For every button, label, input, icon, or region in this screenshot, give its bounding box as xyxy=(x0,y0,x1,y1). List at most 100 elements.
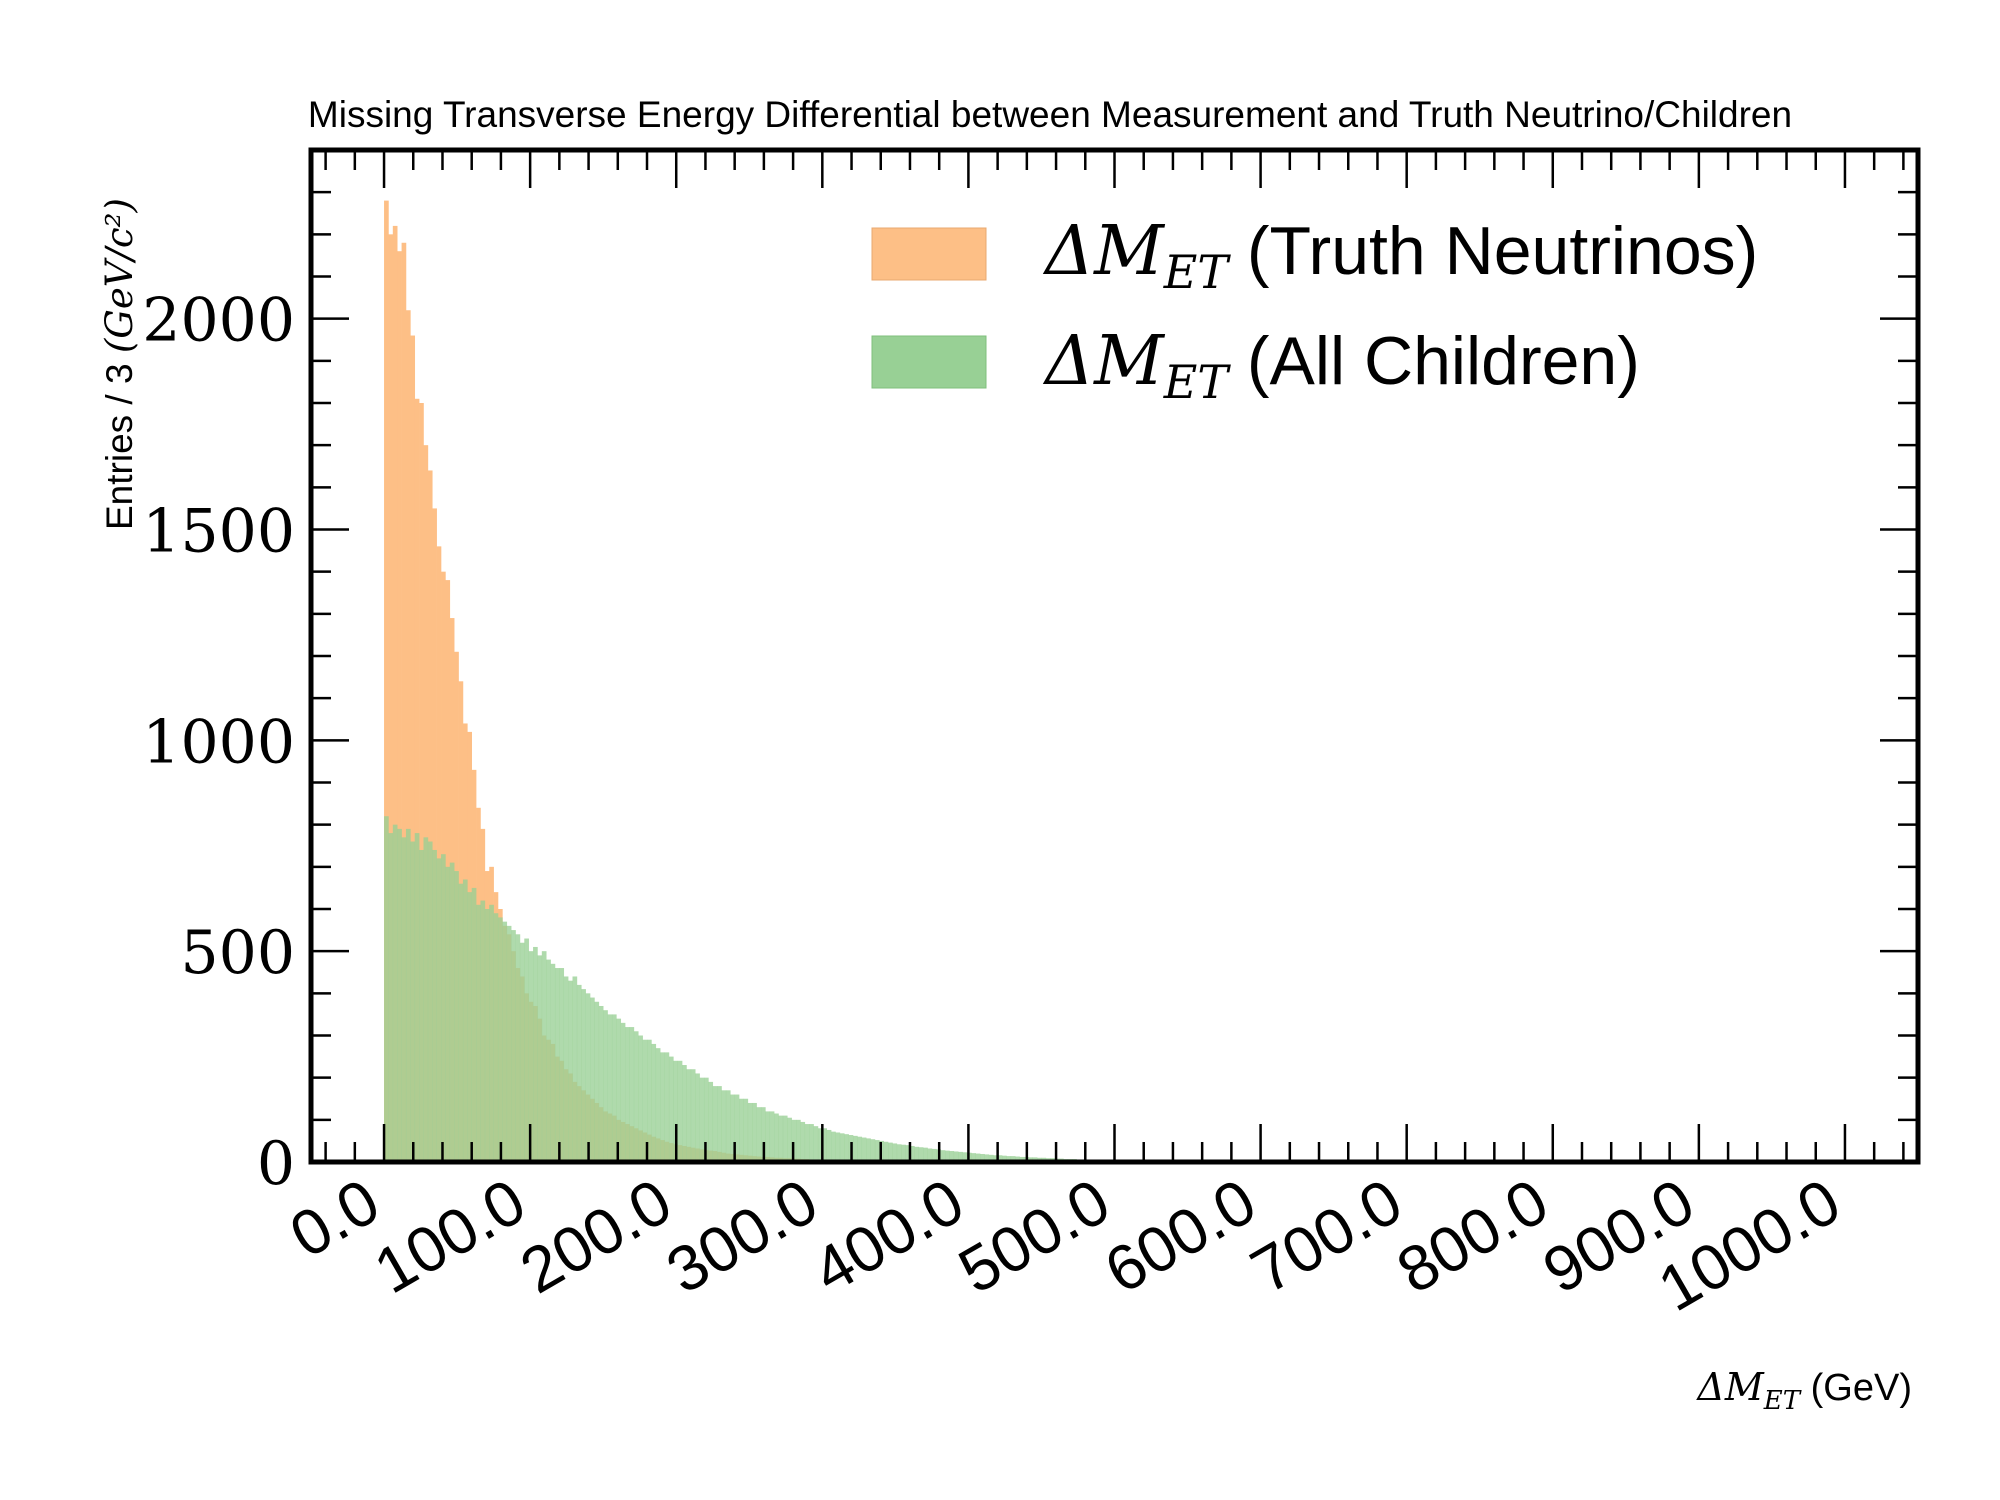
legend-label-truth-neutrinos: ΔMET (Truth Neutrinos) xyxy=(1042,212,1758,299)
bar-1-84 xyxy=(752,1102,757,1162)
bar-1-139 xyxy=(993,1155,998,1162)
bar-1-21 xyxy=(476,904,481,1162)
legend-swatch-all-children xyxy=(871,335,987,389)
bar-1-132 xyxy=(962,1152,968,1162)
bars-layer xyxy=(384,200,1288,1163)
bar-0-10 xyxy=(427,470,433,1162)
bar-1-26 xyxy=(497,917,503,1162)
x-tick-label: 400.0 xyxy=(801,1165,976,1307)
bar-1-127 xyxy=(940,1150,946,1162)
bar-1-120 xyxy=(909,1145,915,1162)
bar-1-20 xyxy=(471,887,477,1162)
bar-1-142 xyxy=(1006,1156,1012,1162)
bar-1-118 xyxy=(901,1144,906,1162)
bar-1-22 xyxy=(480,900,486,1162)
bar-1-76 xyxy=(717,1086,722,1162)
bar-1-23 xyxy=(484,909,490,1162)
legend-swatch-truth-neutrinos xyxy=(871,227,987,281)
bar-1-129 xyxy=(949,1151,955,1162)
bar-1-82 xyxy=(743,1098,749,1162)
legend-symbol-all-children: ΔM xyxy=(1042,322,1166,401)
bar-1-83 xyxy=(747,1102,753,1162)
bar-1-95 xyxy=(800,1121,806,1162)
bar-1-85 xyxy=(756,1107,762,1162)
x-tick-label: 200.0 xyxy=(509,1165,684,1307)
bar-1-53 xyxy=(616,1018,622,1162)
bar-1-54 xyxy=(620,1022,626,1162)
x-axis-label-subscript: ET xyxy=(1763,1386,1802,1416)
bar-1-93 xyxy=(791,1119,797,1162)
bar-1-89 xyxy=(774,1113,779,1162)
x-tick-label: 600.0 xyxy=(1093,1165,1268,1307)
bar-1-25 xyxy=(493,913,499,1162)
bar-1-10 xyxy=(427,841,433,1162)
bar-1-143 xyxy=(1010,1156,1016,1162)
y-tick-label: 0 xyxy=(257,1129,295,1199)
bar-1-71 xyxy=(695,1073,700,1162)
bar-1-9 xyxy=(423,837,429,1162)
bar-1-44 xyxy=(576,984,582,1162)
bar-1-66 xyxy=(673,1060,678,1162)
bar-1-4 xyxy=(401,837,407,1162)
legend-symbol-truth-neutrinos: ΔM xyxy=(1042,212,1166,291)
x-tick-label: 700.0 xyxy=(1239,1165,1414,1307)
bar-1-136 xyxy=(980,1153,985,1162)
bar-1-37 xyxy=(546,959,551,1162)
bar-1-59 xyxy=(642,1039,648,1162)
bar-1-135 xyxy=(975,1153,981,1162)
y-tick-labels: 0 500 1000 1500 2000 xyxy=(142,286,295,1199)
bar-1-58 xyxy=(638,1035,643,1162)
x-axis-label-symbol: ΔM xyxy=(1695,1365,1764,1409)
series-1 xyxy=(384,816,1288,1162)
x-tick-label: 100.0 xyxy=(362,1165,537,1307)
bar-0-6 xyxy=(410,335,416,1162)
bar-1-36 xyxy=(541,951,547,1162)
bar-1-2 xyxy=(392,824,398,1162)
bar-1-101 xyxy=(826,1129,832,1162)
bar-1-73 xyxy=(703,1077,709,1162)
y-axis-label-text: Entries / 3 xyxy=(99,353,140,530)
bar-1-34 xyxy=(533,946,538,1162)
bar-1-33 xyxy=(528,951,534,1162)
bar-1-110 xyxy=(866,1138,871,1162)
bar-1-68 xyxy=(682,1065,687,1162)
bar-1-15 xyxy=(449,862,455,1162)
bar-1-78 xyxy=(725,1090,731,1162)
bar-1-117 xyxy=(896,1144,902,1162)
bar-1-12 xyxy=(436,858,442,1162)
bar-1-80 xyxy=(734,1094,740,1162)
bar-1-39 xyxy=(554,968,560,1162)
bar-1-128 xyxy=(945,1150,950,1162)
bar-1-24 xyxy=(489,904,494,1162)
bar-1-67 xyxy=(677,1060,683,1162)
bar-1-100 xyxy=(822,1128,828,1162)
bar-1-104 xyxy=(839,1133,845,1162)
bar-1-122 xyxy=(918,1147,924,1162)
bar-1-69 xyxy=(686,1069,692,1162)
bar-1-141 xyxy=(1002,1155,1007,1162)
bar-1-115 xyxy=(888,1142,893,1162)
bar-1-123 xyxy=(923,1147,928,1162)
bar-1-86 xyxy=(760,1107,766,1162)
y-tick-label: 500 xyxy=(180,918,295,988)
bar-1-19 xyxy=(467,892,472,1162)
x-axis-label-unit-text: (GeV) xyxy=(1811,1367,1912,1409)
bar-1-63 xyxy=(660,1052,665,1162)
bar-1-72 xyxy=(699,1077,705,1162)
chart-title: Missing Transverse Energy Differential b… xyxy=(308,94,1792,135)
y-tick-label: 2000 xyxy=(142,286,295,356)
bar-1-30 xyxy=(515,934,521,1162)
x-axis-label-unit xyxy=(1800,1367,1811,1409)
bar-0-7 xyxy=(414,398,420,1162)
bar-0-2 xyxy=(392,225,398,1162)
bar-1-48 xyxy=(594,1001,600,1162)
x-tick-labels: 0.0100.0200.0300.0400.0500.0600.0700.080… xyxy=(278,1165,1852,1325)
bar-1-70 xyxy=(690,1069,696,1162)
bar-0-12 xyxy=(436,546,442,1162)
bar-1-46 xyxy=(585,993,591,1162)
bar-1-74 xyxy=(708,1081,714,1162)
bar-1-29 xyxy=(511,930,516,1162)
bar-1-28 xyxy=(506,925,512,1162)
bar-1-131 xyxy=(958,1151,963,1162)
